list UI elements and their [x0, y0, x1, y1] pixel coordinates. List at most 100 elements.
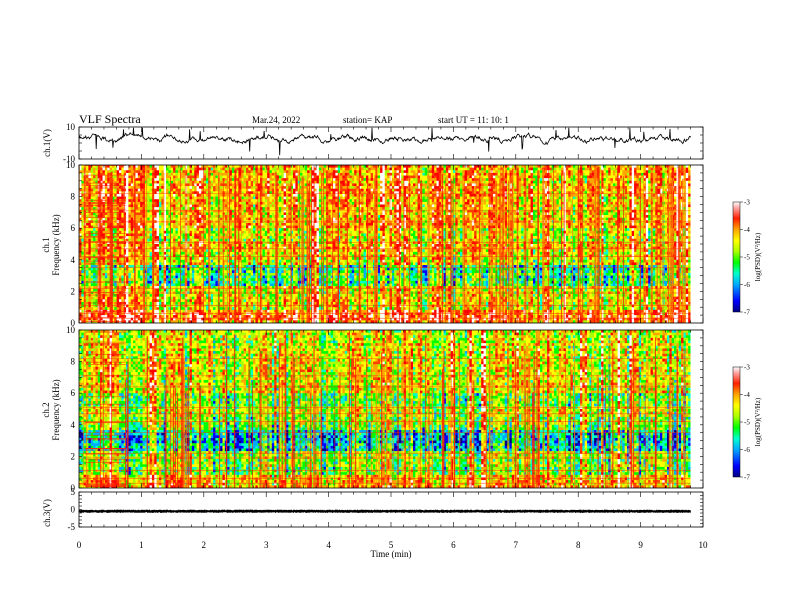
spec-cell [528, 183, 531, 186]
spec-cell [220, 210, 223, 213]
spec-cell [173, 202, 176, 205]
spec-cell [493, 170, 496, 173]
spec-cell [128, 202, 131, 205]
spec-cell [107, 197, 110, 200]
spec-cell [161, 165, 164, 168]
spec-cell [474, 207, 477, 210]
spec-cell [317, 165, 320, 168]
spec-cell [103, 176, 106, 179]
spec-cell [166, 202, 169, 205]
spec-cell [566, 194, 569, 197]
spec-cell [197, 170, 200, 173]
spec-cell [251, 212, 254, 215]
spec-cell [352, 165, 355, 168]
spec-cell [128, 178, 131, 181]
spec-cell [674, 173, 677, 176]
spec-cell [476, 191, 479, 194]
spec-cell [81, 183, 84, 186]
spec-cell [629, 186, 632, 189]
spec-cell [86, 189, 89, 192]
spec-cell [248, 191, 251, 194]
spec-cell [248, 207, 251, 210]
spec-cell [629, 183, 632, 186]
spec-cell [265, 199, 268, 202]
spec-cell [573, 170, 576, 173]
spec-cell [121, 207, 124, 210]
spec-cell [611, 178, 614, 181]
spec-cell [190, 210, 193, 213]
spec-cell [262, 197, 265, 200]
spec-cell [636, 170, 639, 173]
spec-cell [681, 168, 684, 171]
spec-cell [357, 173, 360, 176]
spec-cell [545, 205, 548, 208]
spec-cell [194, 173, 197, 176]
spec-cell [484, 199, 487, 202]
spec-cell [653, 168, 656, 171]
spec-cell [481, 168, 484, 171]
spec-cell [688, 181, 691, 184]
spec-cell [629, 210, 632, 213]
spec-cell [434, 168, 437, 171]
spec-cell [364, 173, 367, 176]
spec-cell [641, 165, 644, 168]
spec-cell [371, 173, 374, 176]
spec-cell [182, 178, 185, 181]
spec-cell [171, 189, 174, 192]
spec-cell [629, 178, 632, 181]
spec-cell [288, 168, 291, 171]
spec-cell [333, 210, 336, 213]
spec-cell [331, 173, 334, 176]
spec-cell [568, 205, 571, 208]
spec-cell [91, 176, 94, 179]
spec-cell [467, 199, 470, 202]
spec-cell [472, 197, 475, 200]
spec-cell [204, 176, 207, 179]
spec-cell [604, 199, 607, 202]
spec-cell [281, 199, 284, 202]
spec-cell [469, 189, 472, 192]
spec-cell [611, 199, 614, 202]
spec-cell [213, 207, 216, 210]
spec-cell [105, 186, 108, 189]
spec-cell [632, 168, 635, 171]
spec-cell [380, 173, 383, 176]
spec-cell [382, 181, 385, 184]
spec-cell [460, 207, 463, 210]
spec-cell [364, 205, 367, 208]
spec-cell [613, 212, 616, 215]
spec-cell [549, 176, 552, 179]
spec-cell [295, 176, 298, 179]
spec-cell [606, 199, 609, 202]
spec-cell [262, 210, 265, 213]
spec-cell [604, 207, 607, 210]
spec-cell [406, 210, 409, 213]
spec-cell [95, 170, 98, 173]
spec-cell [413, 197, 416, 200]
spec-cell [632, 202, 635, 205]
spec-cell [613, 205, 616, 208]
spec-cell [173, 178, 176, 181]
spec-cell [585, 194, 588, 197]
spec-cell [86, 168, 89, 171]
spec-cell [556, 186, 559, 189]
spec-cell [166, 215, 169, 218]
spec-cell [411, 189, 414, 192]
spec-cell [592, 170, 595, 173]
spec-cell [232, 165, 235, 168]
spec-cell [159, 178, 162, 181]
spec-cell [204, 183, 207, 186]
spec-cell [636, 176, 639, 179]
spec-cell [674, 186, 677, 189]
spec-cell [215, 194, 218, 197]
spec-cell [331, 189, 334, 192]
spec-cell [251, 165, 254, 168]
spec-cell [460, 191, 463, 194]
spec-cell [246, 199, 249, 202]
spec-cell [406, 173, 409, 176]
spec-cell [117, 191, 120, 194]
spec-cell [549, 170, 552, 173]
spec-cell [441, 165, 444, 168]
spec-cell [328, 186, 331, 189]
spec-cell [460, 168, 463, 171]
